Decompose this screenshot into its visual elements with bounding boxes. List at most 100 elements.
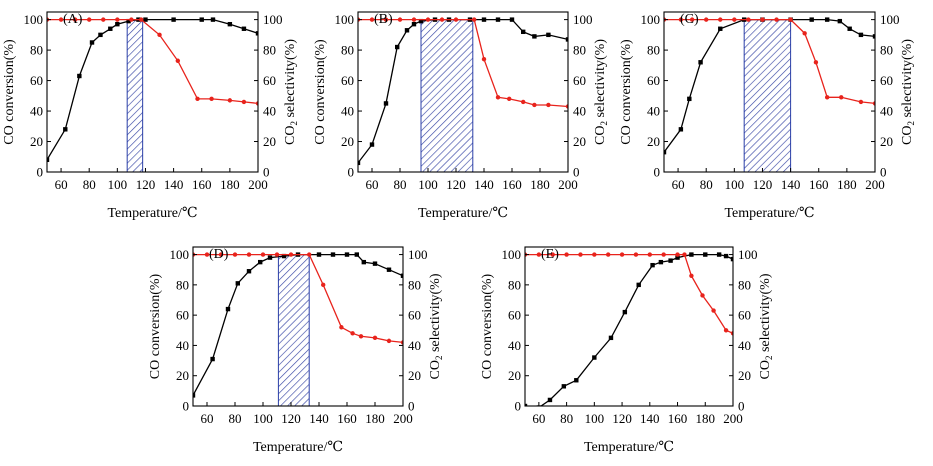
co2-selectivity-point (682, 252, 687, 257)
x-tick-label: 120 (136, 177, 156, 192)
co-conversion-point (126, 18, 131, 24)
co2-selectivity-point (204, 252, 210, 257)
co2-selectivity-line (358, 18, 568, 108)
co2-selectivity-point (425, 17, 431, 22)
co2-selectivity-point (507, 96, 512, 102)
co-conversion-point (689, 252, 694, 257)
y-tick-label: 60 (341, 73, 354, 88)
x-tick-label: 100 (585, 411, 605, 426)
co2-selectivity-point (411, 17, 417, 22)
co2-selectivity-point (495, 95, 501, 100)
co2-selectivity-point (386, 338, 392, 344)
panel-label: (B) (374, 12, 393, 27)
co2-selectivity-point (195, 96, 200, 102)
co-conversion-point (418, 18, 424, 24)
co-conversion-point (267, 255, 273, 260)
x-tick-label: 160 (809, 177, 829, 192)
co2-selectivity-point (704, 17, 709, 22)
co2-selectivity-point (633, 252, 639, 257)
co2-selectivity-point (578, 252, 583, 257)
y2-title-part: CO (758, 360, 773, 379)
y2-title-subscript: 2 (289, 121, 299, 126)
y2-tick-label: 100 (573, 12, 593, 27)
x-tick-label: 80 (700, 177, 713, 192)
co-conversion-point (400, 273, 403, 278)
y2-tick-label: 40 (408, 338, 421, 353)
co2-selectivity-point (218, 252, 224, 257)
co2-selectivity-point (788, 17, 793, 22)
co-conversion-point (824, 17, 830, 22)
co2-selectivity-line (664, 18, 875, 105)
co2-selectivity-point (619, 252, 625, 257)
y2-title-subscript: 2 (599, 121, 609, 126)
co2-selectivity-point (536, 252, 542, 257)
x-tick-label: 60 (532, 411, 545, 426)
co-conversion-point (143, 17, 148, 22)
y2-tick-label: 0 (573, 165, 580, 180)
y-tick-label: 0 (348, 165, 355, 180)
y-tick-label: 100 (502, 247, 522, 262)
y-tick-label: 80 (508, 277, 521, 292)
y-tick-label: 80 (176, 277, 189, 292)
x-tick-label: 160 (192, 177, 212, 192)
x-tick-label: 140 (781, 177, 801, 192)
co2-selectivity-point (700, 293, 705, 298)
x-tick-label: 200 (393, 411, 413, 426)
co2-selectivity-point (397, 17, 403, 22)
y2-tick-label: 60 (263, 73, 276, 88)
co-conversion-point (664, 149, 667, 155)
plot-frame (524, 246, 734, 407)
x-tick-label: 60 (672, 177, 685, 192)
co-conversion-point (361, 259, 366, 265)
co-conversion-point (193, 393, 196, 398)
y-tick-label: 100 (24, 12, 44, 27)
co2-selectivity-point (550, 252, 555, 257)
co2-selectivity-point (481, 57, 487, 62)
co2-selectivity-line (525, 253, 733, 334)
co-conversion-point (258, 259, 263, 265)
x-tick-label: 120 (281, 411, 301, 426)
panel-label: (A) (63, 12, 83, 27)
co2-selectivity-point (802, 31, 807, 36)
co2-selectivity-point (358, 334, 364, 339)
co-conversion-point (354, 252, 359, 257)
plot-frame (192, 246, 404, 407)
co-conversion-point (698, 60, 703, 65)
co2-selectivity-point (824, 95, 830, 100)
plot-frame (663, 11, 876, 173)
co-conversion-point (77, 73, 82, 79)
co-conversion-point (281, 253, 287, 259)
co-conversion-point (330, 252, 336, 257)
y2-tick-label: 0 (738, 399, 745, 414)
co-conversion-point (872, 34, 875, 39)
co-conversion-point (225, 306, 231, 312)
y2-tick-label: 40 (880, 104, 893, 119)
y-tick-label: 20 (176, 368, 189, 383)
co2-selectivity-point (227, 98, 233, 103)
co-conversion-point (115, 21, 120, 27)
y-axis-title: CO conversion(%) (2, 39, 17, 145)
y-axis-title: CO conversion(%) (313, 39, 328, 145)
y2-title-part: selectivity(%) (283, 39, 298, 121)
x-tick-label: 60 (55, 177, 68, 192)
y-tick-label: 60 (176, 308, 189, 323)
active-window-hatch (420, 19, 474, 173)
co2-selectivity-point (592, 252, 597, 257)
co2-selectivity-point (813, 60, 819, 65)
co-conversion-point (509, 17, 515, 22)
co2-selectivity-point (87, 17, 92, 22)
co-conversion-point (525, 403, 528, 406)
co2-selectivity-point (723, 328, 729, 333)
co-conversion-point (411, 21, 417, 27)
x-tick-label: 120 (446, 177, 466, 192)
x-tick-label: 180 (530, 177, 550, 192)
co-conversion-point (255, 31, 258, 36)
y-tick-label: 0 (654, 165, 661, 180)
co2-selectivity-point (678, 17, 684, 22)
co2-selectivity-point (157, 32, 162, 38)
y2-tick-label: 80 (573, 43, 586, 58)
co2-selectivity-point (241, 99, 247, 105)
